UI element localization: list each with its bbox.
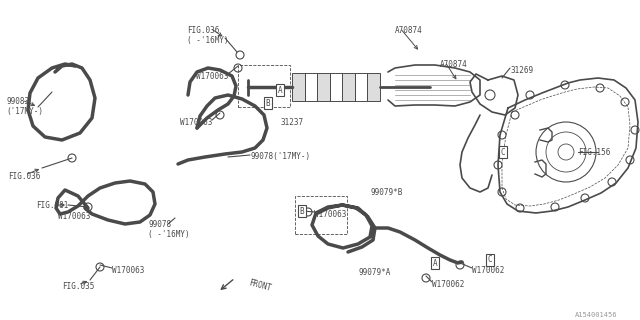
Text: ('17MY-): ('17MY-)	[6, 107, 43, 116]
Bar	[317, 73, 330, 101]
Text: FIG.036: FIG.036	[187, 26, 220, 35]
Text: B: B	[266, 99, 270, 108]
Text: W170063: W170063	[180, 118, 212, 127]
Text: FIG.081: FIG.081	[36, 201, 68, 210]
Text: 99083: 99083	[6, 97, 29, 106]
Text: A70874: A70874	[395, 26, 423, 35]
Text: 31237: 31237	[280, 118, 303, 127]
Text: W170063: W170063	[314, 210, 346, 219]
Text: FRONT: FRONT	[248, 278, 273, 293]
Bar	[367, 73, 380, 101]
Text: 99078('17MY-): 99078('17MY-)	[250, 152, 310, 161]
Text: FIG.036: FIG.036	[8, 172, 40, 181]
Text: W170062: W170062	[472, 266, 504, 275]
Text: W170063: W170063	[196, 72, 228, 81]
Text: ( -'16MY): ( -'16MY)	[148, 230, 189, 239]
Bar	[342, 73, 355, 101]
Text: A70874: A70874	[440, 60, 468, 69]
Text: B: B	[300, 206, 304, 215]
Bar	[238, 65, 290, 107]
Bar	[295, 196, 347, 234]
Text: 99079*A: 99079*A	[358, 268, 390, 277]
Text: FIG.156: FIG.156	[578, 148, 611, 157]
Bar	[292, 73, 305, 101]
Text: A: A	[278, 85, 282, 94]
Text: 31269: 31269	[510, 66, 533, 75]
Text: C: C	[500, 148, 506, 156]
Bar	[355, 73, 367, 101]
Text: 99079*B: 99079*B	[370, 188, 403, 197]
Text: A154001456: A154001456	[575, 312, 618, 318]
Text: FIG.035: FIG.035	[62, 282, 94, 291]
Text: 99078: 99078	[148, 220, 171, 229]
Text: W170063: W170063	[112, 266, 145, 275]
Text: W170063: W170063	[58, 212, 90, 221]
Text: W170062: W170062	[432, 280, 465, 289]
Text: ( -'16MY): ( -'16MY)	[187, 36, 228, 45]
Text: A: A	[433, 259, 437, 268]
Bar	[305, 73, 317, 101]
Text: C: C	[488, 255, 492, 265]
Bar	[330, 73, 342, 101]
